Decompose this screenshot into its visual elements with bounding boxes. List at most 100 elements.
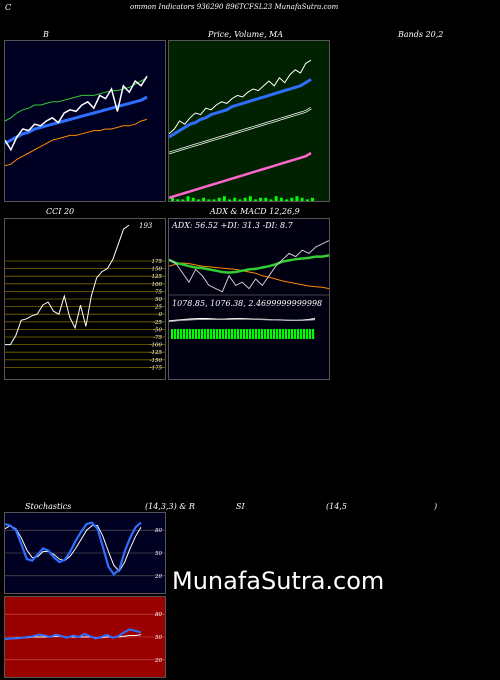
macd-histogram-bar: [270, 329, 273, 339]
rsi-tick-label: 20: [154, 658, 162, 664]
macd-histogram-bar: [189, 329, 192, 339]
macd-histogram-bar: [240, 329, 243, 339]
macd-histogram-bar: [294, 329, 297, 339]
cci-tick-label: 75: [155, 289, 162, 295]
macd-histogram-bar: [312, 329, 315, 339]
volume-bar: [269, 199, 273, 201]
macd-histogram-bar: [300, 329, 303, 339]
macd-readout: 1078.85, 1076.38, 2.4699999999998: [172, 299, 323, 308]
rsi-params-close: ): [434, 502, 438, 511]
bb-lower-band-line: [5, 118, 148, 167]
volume-bar: [233, 197, 237, 201]
cci-tick-label: 125: [152, 274, 163, 280]
volume-bar: [171, 197, 174, 201]
volume-bar: [196, 199, 200, 201]
stoch-tick-label: 80: [155, 528, 162, 534]
macd-histogram-bar: [222, 329, 225, 339]
macd-histogram-bar: [246, 329, 249, 339]
price-volume-ma-label: Price, Volume, MA: [208, 30, 284, 39]
macd-histogram-bar: [267, 329, 270, 339]
volume-bar: [264, 197, 268, 201]
volume-bar: [238, 199, 242, 201]
cci-line: [5, 224, 130, 346]
macd-histogram-bar: [252, 329, 255, 339]
volume-bar: [290, 197, 294, 201]
cci-panel: 175 150 125 100 75 50 25 0 -25 -50 -75 -100 -125 -150…: [4, 218, 166, 380]
macd-histogram-bar: [171, 329, 174, 339]
volume-bar: [186, 196, 190, 201]
bb-upper-band-line: [5, 77, 148, 122]
macd-histogram-bar: [234, 329, 237, 339]
rsi-tick-label: 50: [155, 635, 162, 641]
cci-tick-label: -100: [150, 343, 163, 349]
adx-readout: ADX: 56.52 +DI: 31.3 -DI: 8.7: [172, 221, 293, 230]
cci-last-value: 193: [139, 222, 153, 230]
rsi-panel: 80 50 20: [4, 596, 166, 678]
cci-tick-label: -125: [150, 350, 163, 356]
cci-tick-label: 0: [159, 312, 163, 318]
macd-histogram-bar: [255, 329, 258, 339]
macd-histogram-bar: [174, 329, 177, 339]
cci-tick-label: -175: [150, 365, 163, 371]
macd-histogram-bar: [264, 329, 267, 339]
rsi-blue-line: [5, 628, 142, 641]
bollinger-panel: [4, 40, 166, 202]
macd-histogram-bar: [186, 329, 189, 339]
macd-signal-line: [169, 318, 316, 323]
stochastics-params: (14,3,3) & R: [145, 502, 195, 511]
macd-histogram-bar: [297, 329, 300, 339]
bollinger-label: B: [43, 30, 49, 39]
price-volume-chart: [169, 59, 314, 201]
page-title: ommon Indicators 936290 896TCFSL23 Munaf…: [130, 3, 339, 11]
cci-tick-label: -150: [150, 358, 163, 364]
cci-tick-label: 25: [154, 305, 162, 311]
stoch-tick-label: 20: [154, 574, 162, 580]
cci-label: CCI 20: [46, 207, 75, 216]
pv-ma-blue-line: [169, 78, 312, 139]
cci-tick-label: 175: [152, 259, 163, 265]
pv-ma-white-inner-line: [169, 107, 312, 154]
cci-tick-label: -75: [153, 335, 162, 341]
header-c: C: [5, 3, 12, 12]
volume-bar: [176, 199, 180, 201]
macd-histogram-bar: [276, 329, 279, 339]
volume-bar: [254, 199, 257, 201]
volume-bar: [181, 199, 185, 201]
macd-histogram-bar: [243, 329, 246, 339]
macd-histogram-bar: [237, 329, 240, 339]
macd-histogram-bar: [216, 329, 219, 339]
macd-histogram-bar: [231, 329, 234, 339]
volume-bar: [217, 197, 221, 201]
volume-bar: [222, 196, 226, 201]
macd-histogram-bar: [207, 329, 210, 339]
macd-histogram-bar: [177, 329, 180, 339]
macd-histogram-bar: [204, 329, 207, 339]
macd-histogram-bar: [228, 329, 231, 339]
macd-histogram-bar: [309, 329, 312, 339]
volume-bar: [212, 199, 216, 201]
macd-histogram-bar: [249, 329, 252, 339]
cci-tick-label: 50: [155, 297, 162, 303]
volume-bar: [295, 196, 299, 201]
macd-histogram-bar: [198, 329, 201, 339]
cci-tick-label: -25: [153, 320, 162, 326]
pv-price-line: [169, 59, 312, 135]
volume-bar: [279, 197, 283, 201]
stoch-k-line: [5, 521, 142, 576]
macd-histogram-bar: [291, 329, 294, 339]
macd-histogram-bar: [195, 329, 198, 339]
adx-plus-di-line: [169, 254, 329, 274]
macd-histogram-bar: [273, 329, 276, 339]
adx-minus-di-line: [169, 262, 329, 290]
volume-bar: [300, 197, 304, 201]
stochastics-panel: 80 50 20: [4, 512, 166, 594]
rsi-tick-label: 80: [155, 612, 162, 618]
macd-histogram-bar: [306, 329, 309, 339]
macd-histogram-bar: [258, 329, 261, 339]
stochastics-label: Stochastics: [25, 502, 72, 511]
bollinger-chart: [5, 75, 148, 167]
volume-bar: [285, 199, 289, 201]
volume-bar: [243, 197, 247, 201]
macd-histogram-bar: [303, 329, 306, 339]
bands-label: Bands 20,2: [398, 30, 444, 39]
